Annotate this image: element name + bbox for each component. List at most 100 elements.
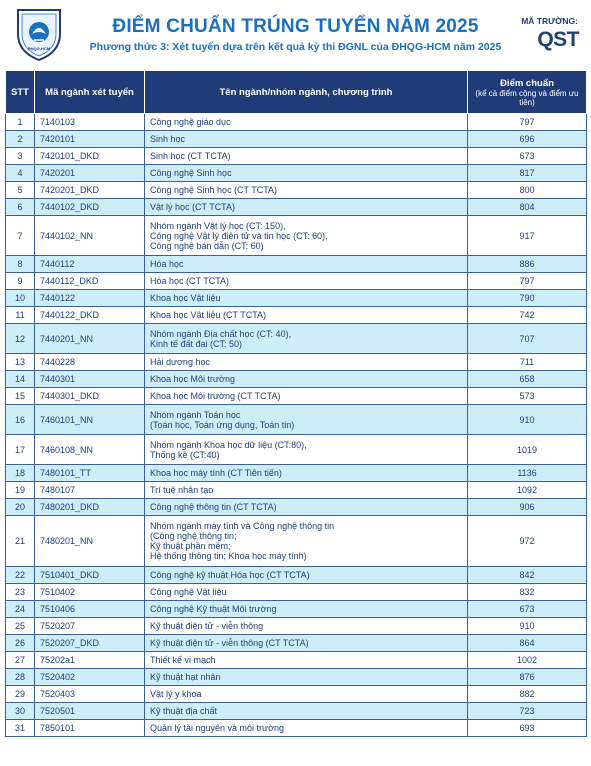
table-row: 7 7440102_NN Nhóm ngành Vật lý học (CT: 15… (5, 215, 587, 256)
major-name-line: Kỹ thuật phần mềm; (150, 541, 231, 551)
row-stt: 13 (5, 353, 35, 371)
header-name: Tên ngành/nhóm ngành, chương trình (144, 70, 468, 114)
row-score: 790 (467, 289, 587, 307)
row-major-code: 7510401_DKD (34, 566, 145, 584)
table-row: 14 7440301 Khoa học Môi trường 658 (5, 370, 587, 388)
svg-text:ĐHQG-HCM: ĐHQG-HCM (28, 46, 51, 51)
table-row: 13 7440228 Hải dương học 711 (5, 353, 587, 371)
university-logo-icon: ĐHQG-HCM (17, 9, 61, 62)
row-major-name: Khoa học Môi trường (144, 370, 468, 388)
major-name-line: Hóa học (CT TCTA) (150, 276, 230, 286)
header-stt: STT (5, 70, 35, 114)
row-major-name: Hóa học (144, 255, 468, 273)
row-major-name: Hóa học (CT TCTA) (144, 272, 468, 290)
table-row: 22 7510401_DKD Công nghệ kỹ thuật Hóa học … (5, 566, 587, 584)
row-major-code: 7420201 (34, 164, 145, 182)
row-major-name: Sinh học (144, 130, 468, 148)
row-score: 723 (467, 702, 587, 720)
row-major-code: 7420201_DKD (34, 181, 145, 199)
header-score: Điểm chuẩn (kể cả điểm cộng và điểm ưu t… (467, 70, 587, 114)
row-score: 972 (467, 515, 587, 567)
major-name-line: Công nghệ thông tin (CT TCTA) (150, 502, 277, 512)
row-stt: 10 (5, 289, 35, 307)
major-name-line: Công nghệ bán dẫn (CT: 60) (150, 240, 264, 251)
major-name-line: Công nghệ Vật liệu (150, 587, 227, 597)
page-subtitle: Phương thức 3: Xét tuyển dựa trên kết qu… (89, 41, 502, 53)
row-score: 1019 (467, 434, 587, 465)
row-major-name: Công nghệ Sinh học (CT TCTA) (144, 181, 468, 199)
row-major-name: Nhóm ngành Địa chất học (CT: 40), Kinh tế… (144, 323, 468, 354)
row-major-name: Thiết kế vi mạch (144, 651, 468, 669)
row-stt: 7 (5, 215, 35, 256)
major-name-line: Công nghệ Sinh học (150, 168, 232, 178)
table-body: 1 7140103 Công nghệ giáo dục 797 2 7420101 Sin… (5, 113, 587, 737)
row-stt: 15 (5, 387, 35, 405)
header-score-label: Điểm chuẩn (500, 77, 554, 89)
row-major-code: 7440122_DKD (34, 306, 145, 324)
row-stt: 2 (5, 130, 35, 148)
table-row: 19 7480107 Trí tuệ nhân tạo 1092 (5, 481, 587, 499)
row-major-code: 7440102_NN (34, 215, 145, 256)
row-score: 817 (467, 164, 587, 182)
table-row: 24 7510406 Công nghệ Kỹ thuật Môi trường 67… (5, 600, 587, 618)
row-stt: 16 (5, 404, 35, 435)
row-stt: 21 (5, 515, 35, 567)
row-major-code: 7420101 (34, 130, 145, 148)
table-row: 16 7460101_NN Nhóm ngành Toán học (Toán học… (5, 404, 587, 435)
major-name-line: Kỹ thuật địa chất (150, 706, 218, 716)
row-score: 1092 (467, 481, 587, 499)
row-score: 673 (467, 600, 587, 618)
row-stt: 25 (5, 617, 35, 635)
school-code-label: MÃ TRƯỜNG: (521, 16, 578, 26)
row-stt: 8 (5, 255, 35, 273)
row-score: 906 (467, 498, 587, 516)
table-row: 28 7520402 Kỹ thuật hạt nhân 876 (5, 668, 587, 686)
row-stt: 31 (5, 719, 35, 737)
row-score: 886 (467, 255, 587, 273)
major-name-line: Khoa học Vật liệu (150, 293, 221, 303)
major-name-line: Kỹ thuật hạt nhân (150, 672, 221, 682)
major-name-line: Nhóm ngành Địa chất học (CT: 40), (150, 328, 292, 339)
table-row: 12 7440201_NN Nhóm ngành Địa chất học (CT:… (5, 323, 587, 354)
row-stt: 17 (5, 434, 35, 465)
table-row: 26 7520207_DKD Kỹ thuật điện tử - viễn thô… (5, 634, 587, 652)
major-name-line: Hải dương học (150, 357, 210, 367)
row-stt: 3 (5, 147, 35, 165)
row-score: 696 (467, 130, 587, 148)
page-header: ĐHQG-HCM ĐIỂM CHUẨN TRÚNG TUYỂN NĂM 2025… (0, 0, 591, 70)
row-major-code: 7440301 (34, 370, 145, 388)
row-major-name: Vật lý học (CT TCTA) (144, 198, 468, 216)
table-row: 17 7460108_NN Nhóm ngành Khoa học dữ liệu … (5, 434, 587, 465)
table-row: 15 7440301_DKD Khoa học Môi trường (CT TCT… (5, 387, 587, 405)
row-major-code: 7520402 (34, 668, 145, 686)
row-score: 658 (467, 370, 587, 388)
major-name-line: Công nghệ Kỹ thuật Môi trường (150, 604, 277, 614)
table-row: 11 7440122_DKD Khoa học Vật liệu (CT TCTA)… (5, 306, 587, 324)
row-stt: 6 (5, 198, 35, 216)
row-stt: 11 (5, 306, 35, 324)
row-score: 910 (467, 617, 587, 635)
row-stt: 4 (5, 164, 35, 182)
row-major-name: Kỹ thuật điện tử - viễn thông (144, 617, 468, 635)
major-name-line: Thống kê (CT:40) (150, 449, 220, 460)
major-name-line: Hóa học (150, 259, 184, 269)
row-major-name: Trí tuệ nhân tạo (144, 481, 468, 499)
row-major-name: Kỹ thuật điện tử - viễn thông (CT TCTA) (144, 634, 468, 652)
major-name-line: Vật lý y khoa (150, 689, 202, 699)
major-name-line: Quản lý tài nguyên và môi trường (150, 723, 284, 733)
row-major-code: 7440112 (34, 255, 145, 273)
major-name-line: Thiết kế vi mạch (150, 655, 216, 665)
row-major-name: Khoa học máy tính (CT Tiên tiến) (144, 464, 468, 482)
row-major-name: Nhóm ngành Toán học (Toán học, Toán ứng d… (144, 404, 468, 435)
row-score: 711 (467, 353, 587, 371)
major-name-line: Nhóm ngành Vật lý học (CT: 150), (150, 220, 286, 231)
row-major-name: Nhóm ngành Khoa học dữ liệu (CT:80), Thốn… (144, 434, 468, 465)
table-row: 29 7520403 Vật lý y khoa 882 (5, 685, 587, 703)
major-name-line: Trí tuệ nhân tạo (150, 485, 214, 495)
row-stt: 14 (5, 370, 35, 388)
row-score: 910 (467, 404, 587, 435)
row-stt: 26 (5, 634, 35, 652)
table-row: 6 7440102_DKD Vật lý học (CT TCTA) 804 (5, 198, 587, 216)
table-row: 10 7440122 Khoa học Vật liệu 790 (5, 289, 587, 307)
header-score-note: (kể cả điểm cộng và điểm ưu tiên) (475, 88, 579, 107)
